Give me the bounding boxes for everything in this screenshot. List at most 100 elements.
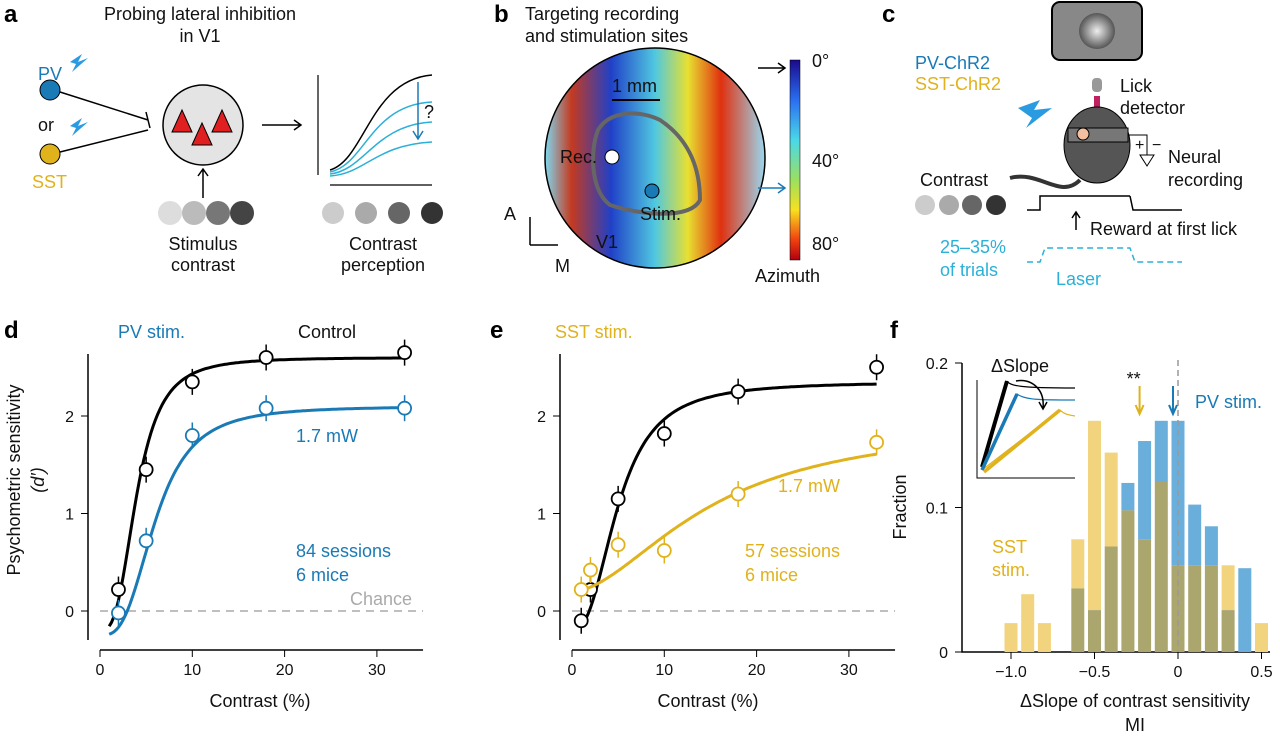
v1-boundary: [591, 111, 703, 216]
overlap-bar: [1121, 510, 1135, 652]
y-tick-label: 2: [65, 409, 74, 426]
x-tick-label: 20: [748, 662, 766, 679]
panel-label: b: [494, 1, 509, 28]
data-point: [397, 400, 412, 416]
data-point: [573, 582, 589, 597]
x-tick-label: 30: [840, 662, 858, 679]
laser-label: Laser: [1056, 269, 1101, 289]
pv-label: PV: [38, 64, 62, 84]
data-point: [111, 605, 126, 621]
panel-label: e: [490, 317, 503, 344]
overlap-bar: [1154, 481, 1168, 652]
power-label: 1.7 mW: [778, 476, 840, 496]
orientation-axes: [529, 217, 558, 246]
y-tick-label: 0: [537, 604, 546, 621]
perception-gratings: [322, 202, 443, 224]
overlap-bar: [1071, 588, 1085, 652]
x-tick-label: 0: [568, 662, 577, 679]
title: in V1: [179, 26, 220, 46]
median-arrow-icon: [1134, 386, 1145, 417]
y-tick-label: 1: [537, 507, 546, 524]
recording-site: [604, 149, 620, 165]
significance-label: **: [1127, 369, 1141, 389]
sst-bar: [1071, 539, 1085, 589]
grating-stimulus: [1079, 13, 1115, 49]
overlap-bar: [1221, 610, 1235, 652]
x-tick-label: 0: [1174, 664, 1183, 681]
perception-label: Contrast: [349, 234, 417, 254]
inset-axes: [976, 380, 1075, 479]
data-point: [610, 537, 626, 553]
sessions-label: 57 sessions: [745, 541, 840, 561]
sst-bar: [1221, 565, 1235, 611]
panel-b: b Targeting recording and stimulation si…: [494, 1, 839, 286]
rec-label: Rec.: [560, 147, 597, 167]
lightning-icon: [70, 54, 88, 136]
colorbar: [789, 59, 801, 261]
reward-label: Reward at first lick: [1090, 219, 1238, 239]
x-axis-label: Contrast (%): [657, 691, 758, 711]
chance-label: Chance: [350, 589, 412, 609]
trials-label: 25–35%: [940, 237, 1006, 257]
lightning-icon: [1018, 100, 1052, 128]
x-axis-label: MI: [1125, 715, 1145, 735]
fit-curve: [580, 452, 877, 592]
v1-label: V1: [596, 232, 618, 252]
fit-curve: [579, 382, 877, 627]
x-tick-label: 0: [96, 662, 105, 679]
fit-curve: [108, 406, 405, 636]
mouse: [1063, 106, 1131, 184]
sst-bar: [1255, 623, 1268, 652]
perception-label: perception: [341, 255, 425, 275]
power-label: 1.7 mW: [296, 426, 358, 446]
overlap-bar: [1171, 565, 1185, 652]
data-point: [610, 491, 626, 507]
panel-label: d: [4, 317, 19, 344]
inset-sst: [981, 409, 1076, 471]
y-tick-label: 1: [65, 507, 74, 524]
data-point: [184, 428, 200, 443]
sst-bar: [1088, 420, 1101, 611]
arrow-icon: [1071, 210, 1081, 230]
y-tick-label: 0.2: [926, 356, 948, 373]
data-point: [573, 613, 589, 629]
trials-label: of trials: [940, 260, 998, 280]
title: Probing lateral inhibition: [104, 4, 296, 24]
plus: +: [1135, 137, 1144, 154]
y-tick-label: 0: [65, 604, 74, 621]
inset-pv-slope: [980, 393, 1019, 471]
lick-label: Lick: [1120, 76, 1153, 96]
x-tick-label: 30: [368, 662, 386, 679]
y-tick-label: 2: [537, 409, 546, 426]
x-tick-label: 20: [276, 662, 294, 679]
sessions-label: 84 sessions: [296, 541, 391, 561]
overlap-bar: [1138, 539, 1152, 652]
sst-bar: [1021, 594, 1035, 652]
panel-label: c: [882, 1, 895, 28]
panel-label: f: [890, 317, 899, 344]
pv-bar: [1188, 504, 1202, 566]
legend-control: Control: [298, 322, 356, 342]
scale-label: 1 mm: [612, 76, 657, 96]
sst-chr2-label: SST-ChR2: [915, 74, 1001, 94]
question-mark: ?: [424, 102, 434, 122]
colorbar-tick: 0°: [812, 51, 829, 71]
neural-label: Neural: [1168, 147, 1221, 167]
stimulus-gratings: [158, 201, 254, 225]
panel-c: c PV-ChR2 SST-ChR2 + − Lick detector Neu…: [882, 1, 1243, 289]
x-axis-label: ΔSlope of contrast sensitivity: [1020, 691, 1250, 711]
pv-neuron: [39, 79, 61, 101]
laser-trace: [1027, 247, 1182, 263]
arrow-icon: [197, 167, 209, 198]
x-axis-label: Contrast (%): [209, 691, 310, 711]
data-point: [730, 486, 746, 502]
arrow-icon: [758, 182, 787, 194]
colorbar-tick: 80°: [812, 234, 839, 254]
pyramidal-neurons: [171, 108, 233, 146]
colorbar-label: Azimuth: [755, 266, 820, 286]
lick-label: detector: [1120, 98, 1185, 118]
overlap-bar: [1088, 610, 1101, 652]
neural-label: recording: [1168, 170, 1243, 190]
data-point: [656, 426, 672, 441]
